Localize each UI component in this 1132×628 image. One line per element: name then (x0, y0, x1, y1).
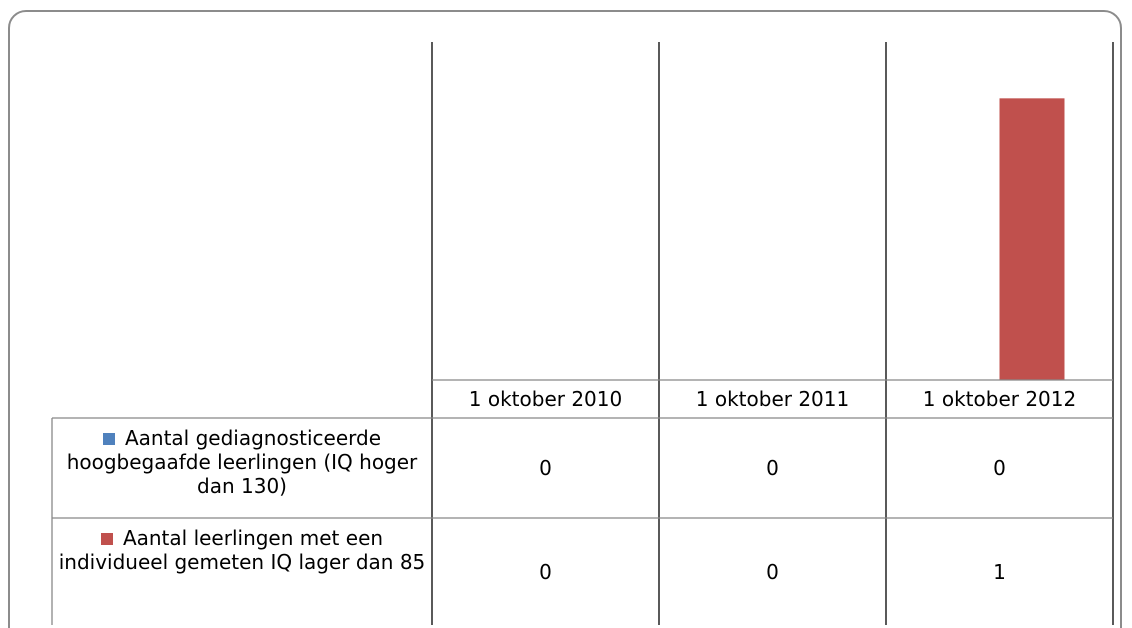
chart-border (8, 10, 1122, 628)
x-tick-label: 1 oktober 2010 (468, 387, 623, 411)
table-value: 0 (766, 456, 779, 480)
legend-key (102, 433, 115, 445)
table-value: 1 (993, 559, 1006, 584)
legend-key (100, 533, 113, 545)
x-tick-label: 1 oktober 2012 (922, 387, 1077, 411)
table-value: 0 (539, 456, 552, 480)
x-tick-label: 1 oktober 2011 (695, 387, 850, 411)
legend-label: Aantal gediagnosticeerde hoogbegaafde le… (66, 426, 418, 498)
legend-label: Aantal leerlingen met een individueel ge… (58, 526, 426, 574)
legend-entry: Aantal gediagnosticeerde hoogbegaafde le… (56, 418, 428, 518)
legend-entry: Aantal leerlingen met een individueel ge… (56, 518, 428, 625)
bar (999, 98, 1065, 380)
table-value: 0 (993, 456, 1006, 480)
table-value: 0 (539, 559, 552, 584)
table-value: 0 (766, 559, 779, 584)
